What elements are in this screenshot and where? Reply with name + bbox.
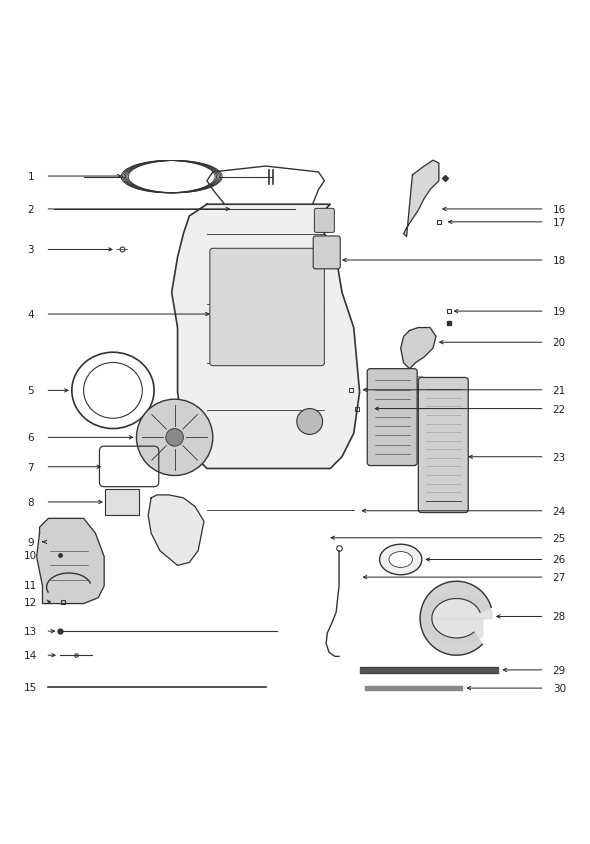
Circle shape bbox=[166, 429, 183, 446]
Polygon shape bbox=[401, 328, 436, 369]
FancyBboxPatch shape bbox=[314, 209, 335, 233]
Text: 23: 23 bbox=[553, 452, 566, 463]
Text: 17: 17 bbox=[553, 218, 566, 228]
Text: 8: 8 bbox=[28, 497, 34, 507]
Polygon shape bbox=[172, 205, 359, 469]
Text: 24: 24 bbox=[553, 506, 566, 517]
Text: 25: 25 bbox=[553, 533, 566, 544]
Text: 10: 10 bbox=[24, 551, 37, 560]
Text: 5: 5 bbox=[28, 386, 34, 396]
Polygon shape bbox=[37, 519, 104, 603]
Text: 15: 15 bbox=[24, 682, 37, 692]
Circle shape bbox=[297, 409, 323, 435]
Text: 18: 18 bbox=[553, 256, 566, 266]
Text: 26: 26 bbox=[553, 555, 566, 565]
FancyBboxPatch shape bbox=[313, 236, 340, 269]
FancyBboxPatch shape bbox=[105, 490, 139, 515]
Text: 20: 20 bbox=[553, 338, 566, 348]
Text: 3: 3 bbox=[28, 245, 34, 255]
Text: 11: 11 bbox=[24, 580, 37, 590]
Polygon shape bbox=[404, 161, 439, 237]
Text: 6: 6 bbox=[28, 433, 34, 443]
Text: 28: 28 bbox=[553, 612, 566, 622]
FancyBboxPatch shape bbox=[210, 249, 324, 366]
Polygon shape bbox=[148, 495, 204, 565]
Text: 9: 9 bbox=[28, 538, 34, 547]
Text: 21: 21 bbox=[553, 386, 566, 395]
Text: 14: 14 bbox=[24, 651, 37, 661]
Text: 2: 2 bbox=[28, 205, 34, 214]
Text: 22: 22 bbox=[553, 404, 566, 414]
FancyBboxPatch shape bbox=[418, 378, 468, 513]
Text: 19: 19 bbox=[553, 306, 566, 316]
FancyBboxPatch shape bbox=[367, 369, 417, 466]
Circle shape bbox=[136, 400, 213, 476]
Text: 16: 16 bbox=[553, 205, 566, 214]
Text: 7: 7 bbox=[28, 463, 34, 472]
Text: 1: 1 bbox=[28, 172, 34, 181]
Text: 29: 29 bbox=[553, 665, 566, 675]
Ellipse shape bbox=[379, 544, 422, 575]
Polygon shape bbox=[420, 582, 491, 656]
Text: 13: 13 bbox=[24, 626, 37, 636]
Text: 27: 27 bbox=[553, 572, 566, 582]
Text: 30: 30 bbox=[553, 684, 566, 693]
Text: 4: 4 bbox=[28, 310, 34, 320]
Ellipse shape bbox=[389, 552, 412, 568]
Text: 12: 12 bbox=[24, 597, 37, 607]
